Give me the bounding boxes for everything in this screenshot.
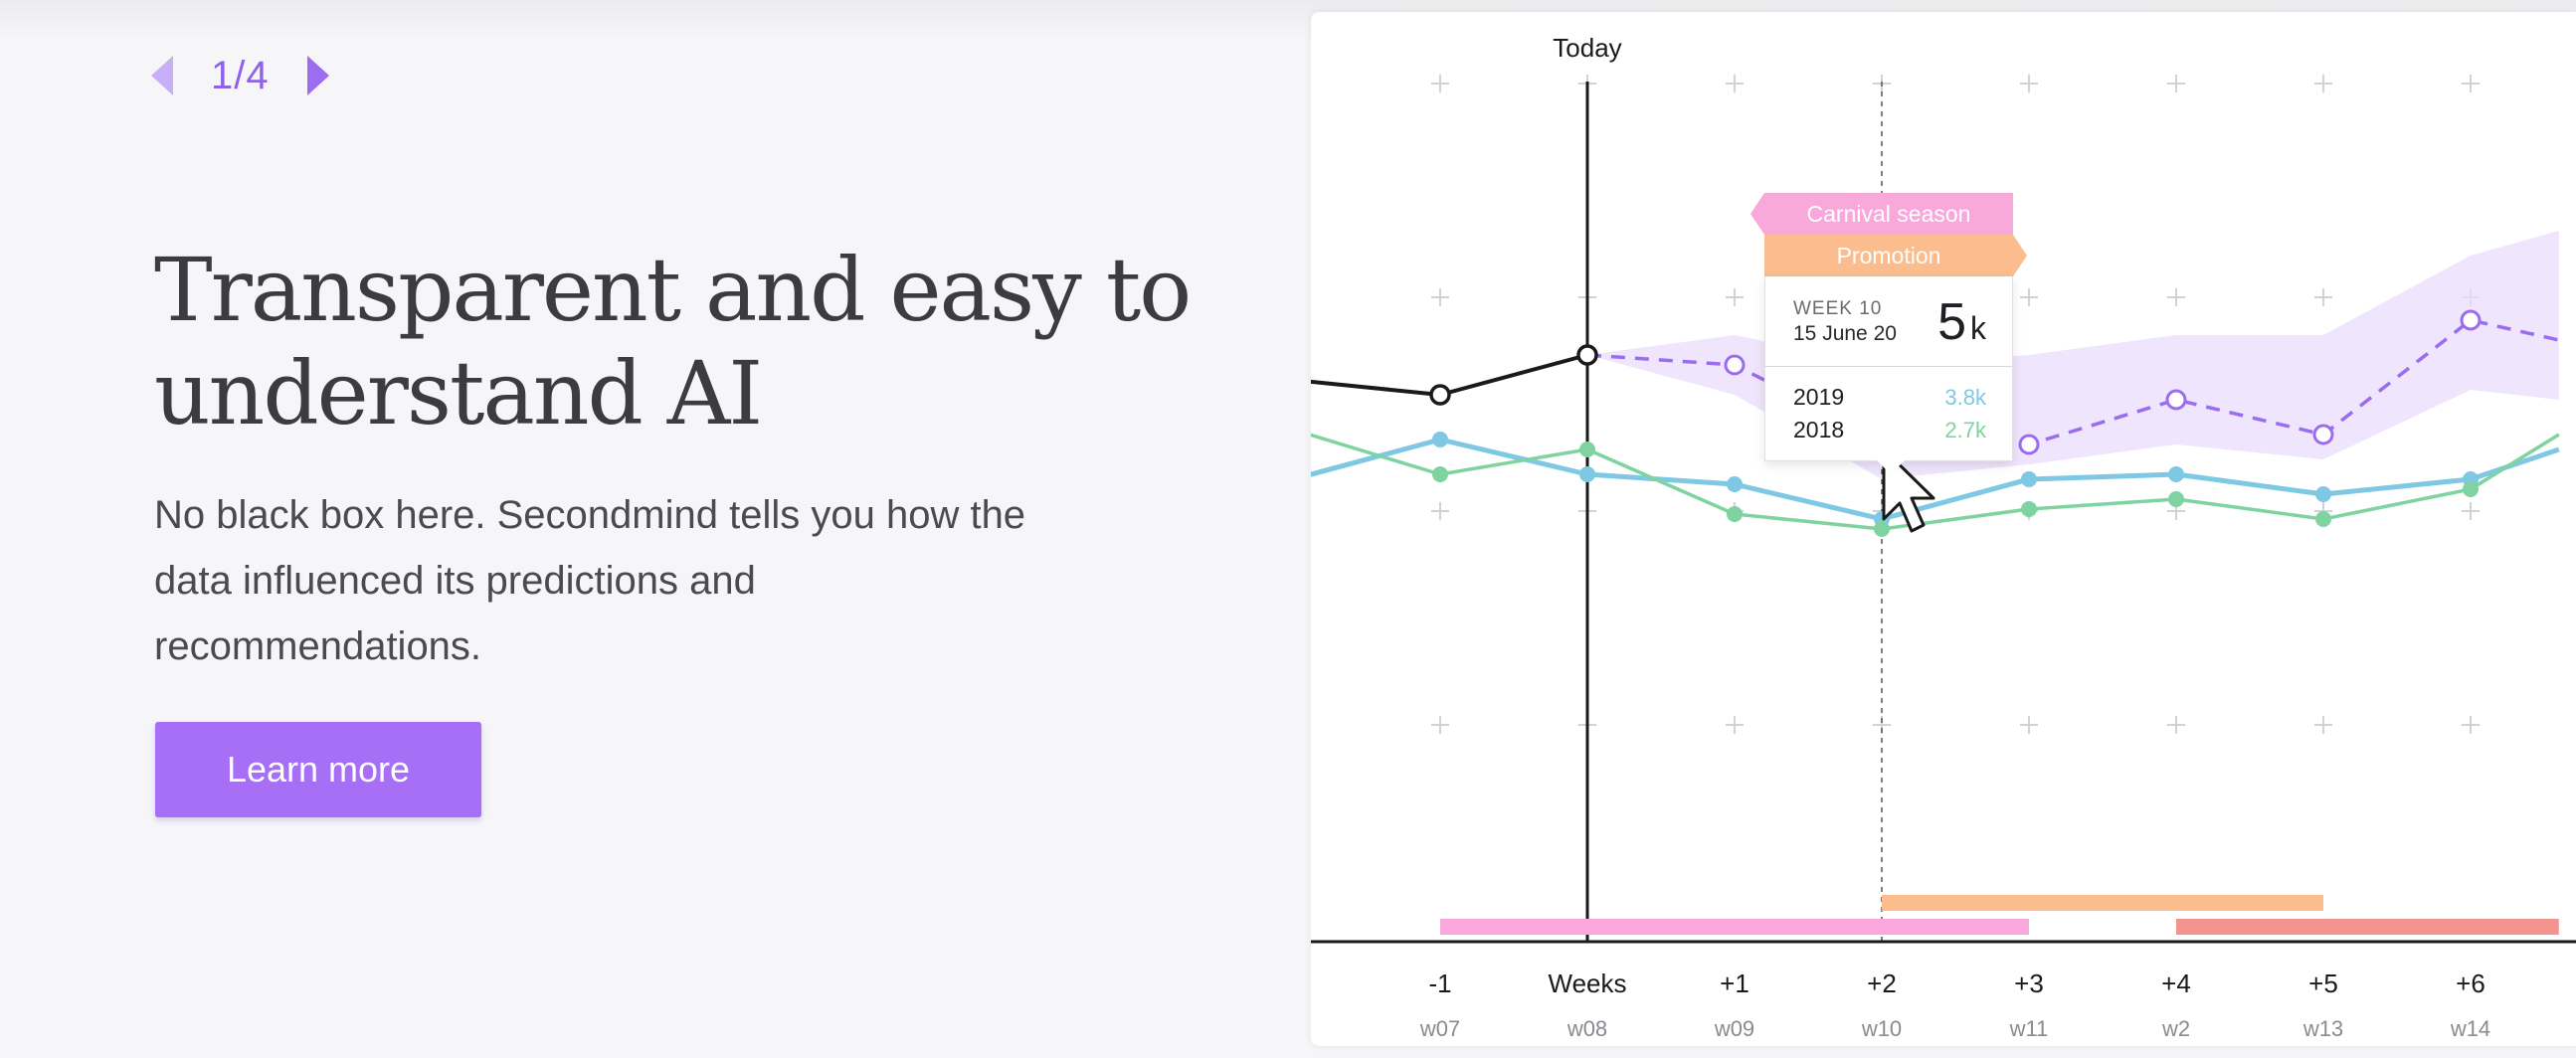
grid-cross [1431,502,1449,520]
event-bar [2176,919,2559,935]
series-forecast-point [1724,354,1746,376]
next-arrow-icon[interactable] [306,56,329,95]
tick-label-top: +4 [2161,969,2191,998]
grid-cross [1726,288,1744,306]
series-2019-point [1579,466,1595,482]
series-2019-point [2021,471,2037,487]
tick-label-bottom: w14 [2450,1016,2490,1041]
tick-label-top: +5 [2308,969,2338,998]
tick-label-bottom: w11 [2009,1016,2049,1041]
event-bar [1882,895,2323,911]
forecast-chart: Today -1 w07 Weeks w08 +1 w09 +2 w10 +3 w11 +4 w2 +5 w… [1311,33,2576,1041]
series-forecast-point [2312,424,2334,445]
series-actual-point [1429,384,1451,406]
series-2018-point [2021,501,2037,517]
grid-cross [2020,75,2038,92]
series-2018-point [1727,506,1743,522]
grid-cross [2020,288,2038,306]
data-tooltip: Carnival season Promotion WEEK 10 15 Jun… [1750,193,2027,474]
tick-label-top: +3 [2014,969,2044,998]
tooltip-row-year: 2019 [1793,384,1845,410]
series-2018-point [1432,466,1448,482]
chart-card: Today -1 w07 Weeks w08 +1 w09 +2 w10 +3 w11 +4 w2 +5 w… [1311,12,2576,1046]
tick-label-bottom: w08 [1566,1016,1607,1041]
series-2018-point [1874,521,1890,537]
series-2019-line [1311,437,2560,522]
tag-promotion: Promotion [1764,235,2027,276]
grid-cross [2020,716,2038,734]
grid-cross [2314,288,2332,306]
tick-label-bottom: w09 [1714,1016,1754,1041]
previous-arrow-icon[interactable] [151,56,173,95]
grid-cross [1431,288,1449,306]
tooltip-value-number: 5 [1937,293,1966,351]
series-forecast-point [2460,309,2482,331]
grid-cross [1726,75,1744,92]
grid-cross [2314,75,2332,92]
event-bar [1440,919,2029,935]
tooltip-value-unit: k [1970,310,1986,346]
grid-cross [2462,502,2480,520]
tick-label-bottom: w2 [2161,1016,2190,1041]
series-2019-point [1727,476,1743,492]
series-forecast-point [2165,389,2187,411]
tooltip-row-value: 3.8k [1944,385,1986,410]
grid-cross [1726,716,1744,734]
tooltip-date: 15 June 20 [1793,322,1897,345]
series-2018-point [2463,481,2479,497]
grid-cross [2314,716,2332,734]
body-text: No black box here. Secondmind tells you … [154,493,1026,668]
tick-label-bottom: w07 [1419,1016,1460,1041]
tooltip-row-year: 2018 [1793,417,1845,442]
tick-label-bottom: w10 [1861,1016,1902,1041]
grid-cross [2167,75,2185,92]
tooltip-caret [1877,460,1905,474]
grid-cross [2167,716,2185,734]
tick-label-bottom: w13 [2302,1016,2343,1041]
series-forecast-point [2018,434,2040,455]
tick-label-top: -1 [1428,969,1451,998]
grid-cross [2462,716,2480,734]
series-2019-point [2315,486,2331,502]
tag-carnival-season: Carnival season [1750,193,2013,235]
grid-cross [1431,75,1449,92]
tooltip-row-2019: 2019 3.8k [1793,381,1986,414]
grid-cross [1431,716,1449,734]
tooltip-week: WEEK 10 [1793,298,1883,319]
tooltip-rows: 2019 3.8k 2018 2.7k [1765,367,2012,460]
grid-cross [2462,75,2480,92]
series-2019-point [1432,432,1448,447]
tick-label-top: +6 [2456,969,2485,998]
series-forecast-line [1586,318,2560,446]
series-actual-line [1311,353,1588,397]
grid-cross [2167,288,2185,306]
headline: Transparent and easy to understand AI [154,239,1192,444]
series-2018-line [1311,433,2560,531]
slide-pager: 1/4 [151,46,329,105]
tick-label-top: Weeks [1549,969,1627,998]
series-2018-point [2168,491,2184,507]
tick-label-top: +1 [1720,969,1749,998]
tooltip-row-2018: 2018 2.7k [1793,414,1986,446]
slide-counter: 1/4 [211,53,270,97]
learn-more-button[interactable]: Learn more [155,722,481,817]
series-actual-point [1576,344,1598,366]
tick-label-top: +2 [1867,969,1897,998]
tooltip-row-value: 2.7k [1944,418,1986,442]
series-2019-point [2168,466,2184,482]
today-label: Today [1553,33,1621,63]
series-2018-point [1579,441,1595,457]
series-2018-point [2315,511,2331,527]
